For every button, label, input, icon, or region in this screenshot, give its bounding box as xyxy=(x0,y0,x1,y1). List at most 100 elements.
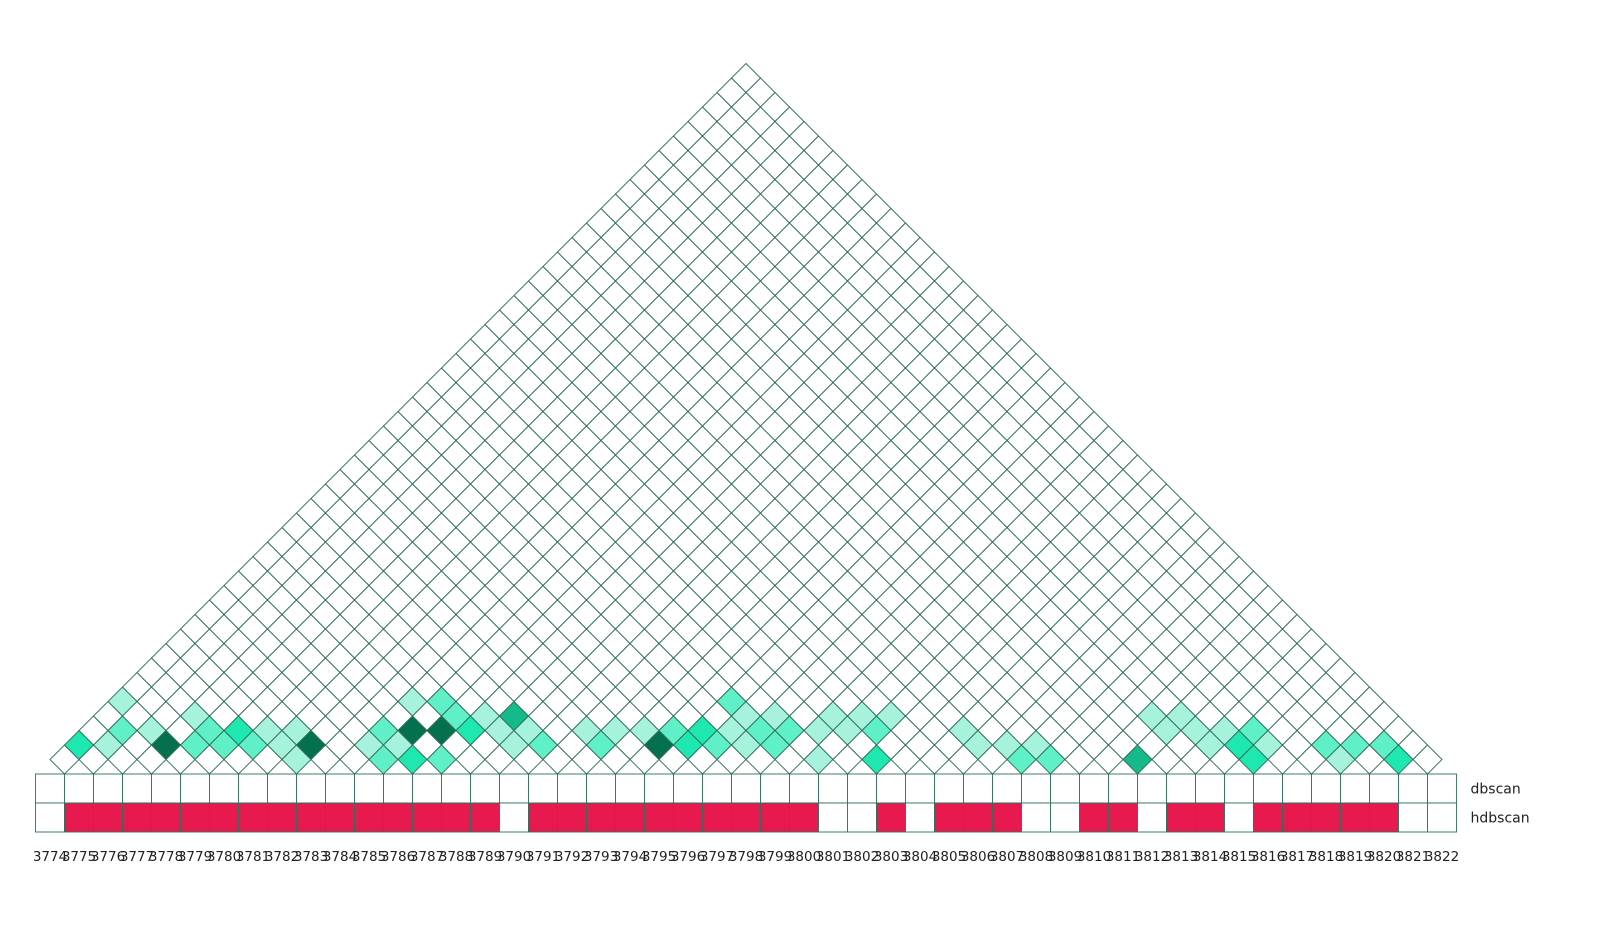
dbscan-track-cell xyxy=(818,773,848,804)
dbscan-track-cell xyxy=(1253,773,1283,804)
x-tick-label: 3812 xyxy=(1135,849,1169,865)
dbscan-track-cell xyxy=(354,773,384,804)
hdbscan-track-cell xyxy=(615,802,645,833)
x-tick-label: 3821 xyxy=(1396,849,1430,865)
x-tick-label: 3782 xyxy=(265,849,299,865)
x-tick-label: 3806 xyxy=(961,849,995,865)
dbscan-track-cell xyxy=(1195,773,1225,804)
dbscan-track-cell xyxy=(412,773,442,804)
x-tick-label: 3780 xyxy=(207,849,241,865)
hdbscan-track-cell xyxy=(238,802,268,833)
x-tick-label: 3822 xyxy=(1425,849,1459,865)
x-tick-label: 3795 xyxy=(642,849,676,865)
hdbscan-track-cell xyxy=(1137,802,1167,833)
x-tick-label: 3796 xyxy=(671,849,705,865)
dbscan-track-cell xyxy=(64,773,94,804)
x-tick-label: 3813 xyxy=(1164,849,1198,865)
hdbscan-track-cell xyxy=(122,802,152,833)
hdbscan-track-cell xyxy=(905,802,935,833)
dbscan-track-cell xyxy=(673,773,703,804)
hdbscan-track-cell xyxy=(528,802,558,833)
x-tick-label: 3775 xyxy=(62,849,96,865)
dbscan-track-cell xyxy=(1369,773,1399,804)
hdbscan-track-label: hdbscan xyxy=(1471,811,1530,827)
dbscan-track-cell xyxy=(1282,773,1312,804)
x-tick-label: 3785 xyxy=(352,849,386,865)
hdbscan-track-cell xyxy=(1340,802,1370,833)
x-tick-label: 3814 xyxy=(1193,849,1227,865)
x-tick-label: 3786 xyxy=(381,849,415,865)
x-tick-label: 3816 xyxy=(1251,849,1285,865)
x-tick-label: 3793 xyxy=(584,849,618,865)
dbscan-track-cell xyxy=(702,773,732,804)
hdbscan-track-cell xyxy=(963,802,993,833)
dbscan-track-cell xyxy=(296,773,326,804)
x-tick-label: 3810 xyxy=(1077,849,1111,865)
dbscan-track-cell xyxy=(905,773,935,804)
hdbscan-track-cell xyxy=(702,802,732,833)
dbscan-track-cell xyxy=(93,773,123,804)
heatmap-cells xyxy=(49,62,1443,775)
hdbscan-track-cell xyxy=(470,802,500,833)
dbscan-track-cell xyxy=(644,773,674,804)
x-tick-label: 3802 xyxy=(845,849,879,865)
x-tick-label: 3794 xyxy=(613,849,647,865)
dbscan-track-cell xyxy=(586,773,616,804)
hdbscan-track-cell xyxy=(325,802,355,833)
annotation-tracks: dbscan hdbscan xyxy=(35,773,1530,833)
hdbscan-track-cell xyxy=(1108,802,1138,833)
dbscan-track-cell xyxy=(35,773,65,804)
hdbscan-track-cell xyxy=(847,802,877,833)
dbscan-track-cell xyxy=(615,773,645,804)
x-tick-label: 3788 xyxy=(439,849,473,865)
x-tick-label: 3778 xyxy=(149,849,183,865)
dbscan-track-cell xyxy=(180,773,210,804)
hdbscan-track-cell xyxy=(267,802,297,833)
hdbscan-track-cell xyxy=(760,802,790,833)
x-tick-label: 3811 xyxy=(1106,849,1140,865)
hdbscan-track-cell xyxy=(1050,802,1080,833)
hdbscan-track-cell xyxy=(1079,802,1109,833)
x-tick-label: 3789 xyxy=(468,849,502,865)
x-tick-label: 3809 xyxy=(1048,849,1082,865)
dbscan-track-cell xyxy=(209,773,239,804)
hdbscan-track-cell xyxy=(354,802,384,833)
dbscan-track-cell xyxy=(1166,773,1196,804)
hdbscan-track-cell xyxy=(35,802,65,833)
dbscan-track-cell xyxy=(847,773,877,804)
x-tick-label: 3804 xyxy=(903,849,937,865)
hdbscan-track-cell xyxy=(1427,802,1457,833)
x-tick-label: 3819 xyxy=(1338,849,1372,865)
hdbscan-track-cell xyxy=(934,802,964,833)
x-tick-label: 3800 xyxy=(787,849,821,865)
dbscan-track-cell xyxy=(1398,773,1428,804)
hdbscan-track-cell xyxy=(296,802,326,833)
hdbscan-track-cell xyxy=(1253,802,1283,833)
x-tick-label: 3817 xyxy=(1280,849,1314,865)
x-tick-label: 3801 xyxy=(816,849,850,865)
hdbscan-track-cell xyxy=(1166,802,1196,833)
x-tick-label: 3808 xyxy=(1019,849,1053,865)
hdbscan-track-cell xyxy=(412,802,442,833)
hdbscan-track-cell xyxy=(557,802,587,833)
dbscan-track-cell xyxy=(1427,773,1457,804)
x-tick-label: 3791 xyxy=(526,849,560,865)
dbscan-track-cell xyxy=(1137,773,1167,804)
dbscan-track-cell xyxy=(528,773,558,804)
x-tick-label: 3781 xyxy=(236,849,270,865)
hdbscan-track-cell xyxy=(818,802,848,833)
hdbscan-track-cell xyxy=(673,802,703,833)
x-tick-label: 3797 xyxy=(700,849,734,865)
hdbscan-track-cell xyxy=(1282,802,1312,833)
x-tick-label: 3820 xyxy=(1367,849,1401,865)
hdbscan-track-cell xyxy=(499,802,529,833)
x-tick-label: 3805 xyxy=(932,849,966,865)
x-tick-label: 3818 xyxy=(1309,849,1343,865)
x-tick-label: 3807 xyxy=(990,849,1024,865)
hdbscan-track-cell xyxy=(383,802,413,833)
hdbscan-track-cell xyxy=(1224,802,1254,833)
dbscan-track-cell xyxy=(267,773,297,804)
dbscan-track-cell xyxy=(876,773,906,804)
dbscan-track-cell xyxy=(238,773,268,804)
